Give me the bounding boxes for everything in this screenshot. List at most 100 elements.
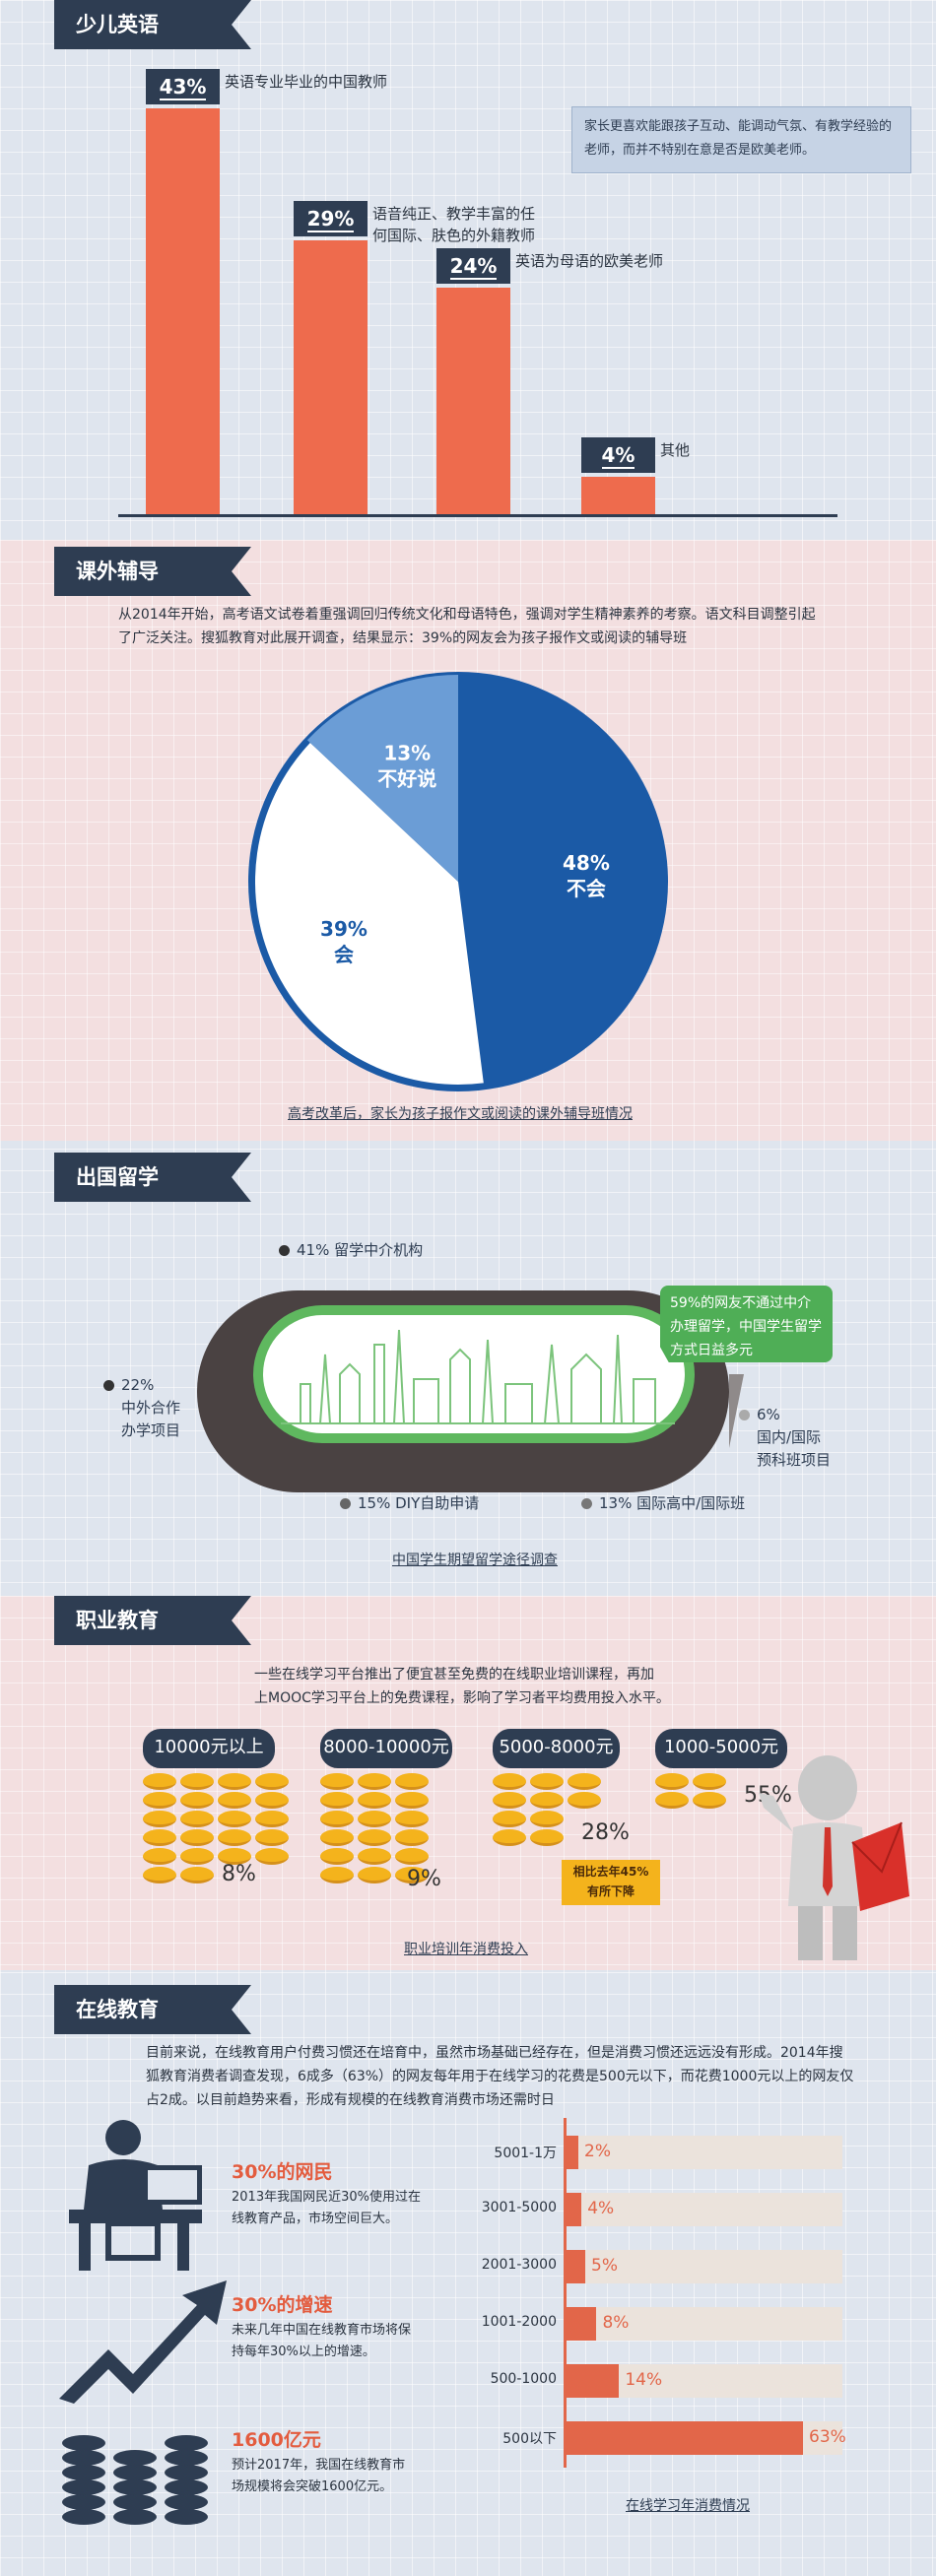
section-title-kids-english: 少儿英语 <box>54 0 251 49</box>
abroad-callout-text: 59%的网友不通过中介办理留学，中国学生留学方式日益多元 <box>670 1295 822 1358</box>
online-bar-track <box>567 2421 842 2455</box>
online-bar <box>567 2136 578 2169</box>
online-bar-category-label: 1001-2000 <box>481 2314 557 2330</box>
bullet-dot <box>103 1380 114 1391</box>
bullet-dot <box>279 1245 290 1256</box>
abroad-label-diy: 15% DIY自助申请 <box>340 1492 479 1515</box>
online-bar-value-label: 8% <box>602 2313 630 2333</box>
kids-bar-value-text: 24% <box>449 254 498 281</box>
kids-bar-category-line: 英语为母语的欧美老师 <box>515 252 664 271</box>
desk-worker-icon <box>69 2120 202 2271</box>
abroad-diy-text: 15% DIY自助申请 <box>358 1494 480 1512</box>
kids-bar-category-label: 英语为母语的欧美老师 <box>515 250 663 272</box>
abroad-prep-line1: 国内/国际 <box>757 1428 822 1446</box>
city-skyline-icon <box>281 1329 675 1424</box>
vocational-intro-line2: 上MOOC学习平台上的免费课程，影响了学习者平均费用投入水平。 <box>254 1690 670 1706</box>
vocational-intro: 一些在线学习平台推出了便宜甚至免费的在线职业培训课程，再加 上MOOC学习平台上… <box>254 1663 786 1710</box>
online-bar-track <box>567 2307 842 2341</box>
kids-bar-value-text: 43% <box>159 75 207 100</box>
online-bar-value-label: 14% <box>625 2370 663 2390</box>
kids-bar-category-line: 何国际、肤色的外籍教师 <box>372 227 536 245</box>
online-bar-value-label: 5% <box>591 2256 619 2276</box>
kids-bar <box>436 288 510 514</box>
online-bar <box>567 2250 586 2283</box>
kids-bar-category-label: 英语专业毕业的中国教师 <box>225 71 387 93</box>
pie-slice-category-label: 不会 <box>567 877 606 900</box>
online-bar-category-label: 500以下 <box>502 2431 557 2447</box>
abroad-coop-line2: 办学项目 <box>121 1421 181 1439</box>
pie-slice <box>255 742 484 1085</box>
kids-bar-category-label: 其他 <box>660 439 690 461</box>
tutoring-intro: 从2014年开始，高考语文试卷着重强调回归传统文化和母语特色，强调对学生精神素养… <box>118 607 816 646</box>
figure-holding-envelope-icon <box>759 1755 909 1960</box>
coin-stacks-icon <box>62 2435 208 2525</box>
pie-slice-pct-label: 39% <box>320 917 368 941</box>
kids-bar <box>581 476 655 514</box>
abroad-prep-pct: 6% <box>757 1406 780 1423</box>
online-bar-value-label: 4% <box>587 2199 615 2218</box>
online-bar-track <box>567 2364 842 2398</box>
bullet-dot <box>340 1498 351 1509</box>
abroad-prep-line2: 预科班项目 <box>757 1451 832 1469</box>
pie-slice <box>458 675 666 1088</box>
online-stat-1-body: 2013年我国网民近30%使用过在线教育产品，市场空间巨大。 <box>232 2190 421 2226</box>
abroad-label-agency: 41% 留学中介机构 <box>279 1239 423 1262</box>
online-stat-2-body: 未来几年中国在线教育市场将保持每年30%以上的增速。 <box>232 2323 412 2359</box>
online-bar-track <box>567 2136 842 2169</box>
vocational-intro-line1: 一些在线学习平台推出了便宜甚至免费的在线职业培训课程，再加 <box>254 1667 654 1683</box>
abroad-label-coop: 22% 中外合作办学项目 <box>103 1374 180 1442</box>
abroad-label-prep: 6% 国内/国际预科班项目 <box>739 1404 831 1472</box>
kids-chart-baseline <box>118 514 837 517</box>
vocational-badge-line1: 相比去年45% <box>572 1865 649 1879</box>
online-stat-3-head: 1600亿元 <box>232 2429 321 2451</box>
section-title-tutoring: 课外辅导 <box>54 547 251 596</box>
abroad-caption: 中国学生期望留学途径调查 <box>392 1552 558 1568</box>
kids-bar <box>294 240 368 514</box>
online-bar <box>567 2193 582 2226</box>
online-stat-1-head: 30%的网民 <box>232 2161 333 2183</box>
pie-slice-pct-label: 48% <box>563 851 610 875</box>
bullet-dot <box>581 1498 592 1509</box>
kids-bar-category-line: 其他 <box>660 440 691 459</box>
kids-english-bar-chart: 43% 英语专业毕业的中国教师 29% 语音纯正、教学丰富的任 何国际、肤色的外籍教师 2… <box>0 0 936 532</box>
online-caption: 在线学习年消费情况 <box>626 2498 750 2514</box>
abroad-coop-line1: 中外合作 <box>121 1399 181 1417</box>
pie-slice-pct-label: 13% <box>383 742 431 765</box>
online-bar-track <box>567 2193 842 2226</box>
vocational-caption: 职业培训年消费投入 <box>404 1942 528 1957</box>
online-bar-track <box>567 2250 842 2283</box>
tutoring-caption: 高考改革后，家长为孩子报作文或阅读的课外辅导班情况 <box>288 1106 633 1122</box>
section-title-online: 在线教育 <box>54 1985 251 2034</box>
online-bar <box>567 2307 597 2341</box>
kids-bar-category-line: 语音纯正、教学丰富的任 <box>372 205 536 224</box>
abroad-label-intl: 13% 国际高中/国际班 <box>581 1492 745 1515</box>
kids-bar-value-text: 4% <box>601 442 635 469</box>
kids-bar-category-line: 英语专业毕业的中国教师 <box>225 73 388 91</box>
section-title-study-abroad: 出国留学 <box>54 1153 251 1202</box>
abroad-intl-text: 13% 国际高中/国际班 <box>599 1494 746 1512</box>
bullet-dot <box>739 1410 750 1420</box>
kids-bar <box>146 108 220 514</box>
kids-bar-value-label: 29% <box>294 201 368 237</box>
pie-slice <box>306 675 458 882</box>
online-bar-value-label: 63% <box>809 2427 846 2447</box>
online-intro: 目前来说，在线教育用户付费习惯还在培育中，虽然市场基础已经存在，但是消费习惯还远… <box>146 2045 854 2108</box>
online-bar-category-label: 2001-3000 <box>481 2257 557 2273</box>
abroad-agency-text: 41% 留学中介机构 <box>297 1241 424 1259</box>
tutoring-pie-chart: 48%不会 39%会 13%不好说 <box>248 672 668 1091</box>
online-bar-value-label: 2% <box>584 2142 611 2161</box>
pie-slice-category-label: 会 <box>334 943 354 966</box>
section-title-vocational: 职业教育 <box>54 1596 251 1645</box>
kids-bar-category-label: 语音纯正、教学丰富的任 何国际、肤色的外籍教师 <box>372 203 535 246</box>
vocational-badge: 相比去年45% 有所下降 <box>562 1860 660 1905</box>
growth-arrow-icon <box>59 2280 227 2404</box>
abroad-coop-pct: 22% <box>121 1376 155 1394</box>
online-bar <box>567 2364 620 2398</box>
kids-bar-value-text: 29% <box>306 207 355 233</box>
pie-slice-category-label: 不好说 <box>377 767 436 791</box>
online-bar <box>567 2421 803 2455</box>
kids-bar-value-label: 4% <box>581 436 655 473</box>
abroad-skyline-capsule <box>197 1290 744 1492</box>
online-stat-2-head: 30%的增速 <box>232 2294 333 2316</box>
online-stat-3-body: 预计2017年，我国在线教育市场规模将会突破1600亿元。 <box>232 2458 406 2494</box>
